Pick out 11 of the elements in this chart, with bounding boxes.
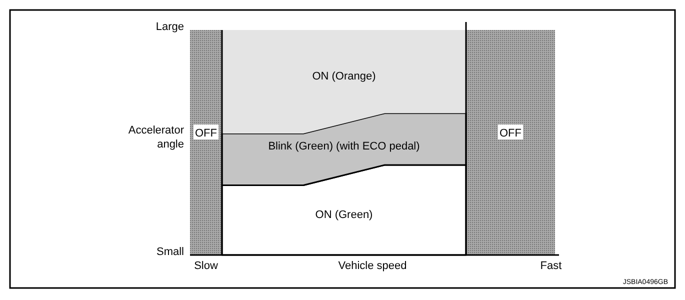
y-axis-title: Accelerator angle xyxy=(128,124,184,150)
text: Large xyxy=(156,21,184,33)
text: Fast xyxy=(540,260,562,272)
x-axis-title: Vehicle speed xyxy=(338,260,407,272)
series-label: ON (Orange) xyxy=(312,70,376,83)
series-label: Blink (Green) (with ECO pedal) xyxy=(268,140,420,152)
text: OFF xyxy=(500,128,522,140)
text: Slow xyxy=(194,260,218,272)
text: Small xyxy=(156,246,184,258)
series-label: ON (Green) xyxy=(315,209,373,222)
text: OFF xyxy=(195,128,218,140)
